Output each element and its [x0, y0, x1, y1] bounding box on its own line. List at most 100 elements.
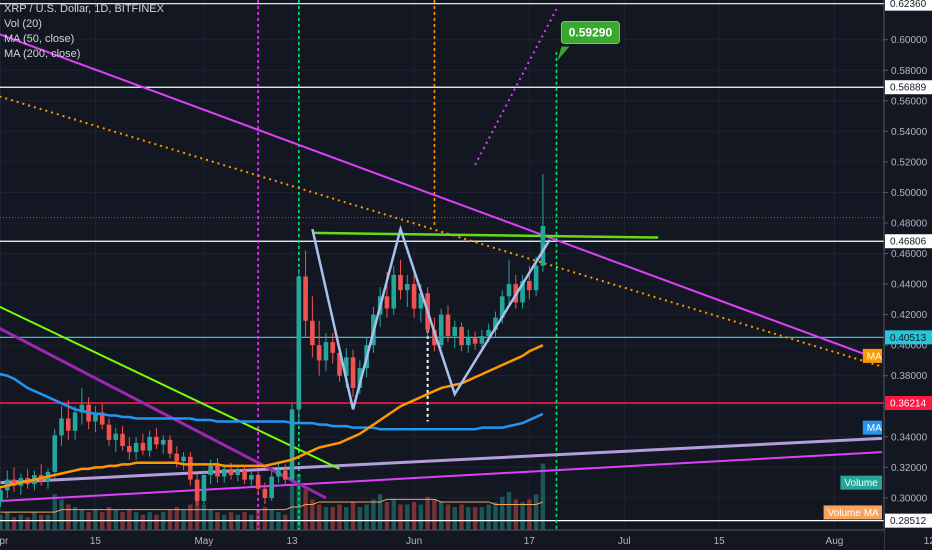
price-level-badge: [885, 80, 932, 95]
candle-body: [201, 475, 207, 501]
candle-body: [66, 418, 71, 431]
candle-body: [343, 357, 349, 376]
time-tick-label: May: [194, 536, 213, 547]
volume-bar: [330, 507, 335, 530]
candle-body: [72, 412, 78, 431]
candle-body: [208, 465, 213, 476]
volume-bar: [127, 509, 132, 530]
callout-label: 0.59290: [569, 26, 613, 40]
price-level-badge: [885, 234, 932, 249]
volume-bar: [25, 517, 30, 530]
main-resistance-trendline: [0, 33, 883, 362]
volume-bar: [113, 509, 118, 530]
candle-body: [59, 418, 64, 436]
price-tick-label: 0.42000: [891, 310, 928, 321]
double-bottom-pattern: [311, 224, 551, 410]
volume-bar: [540, 463, 546, 530]
volume-bar: [405, 504, 410, 530]
volume-bar: [425, 496, 430, 530]
price-tick-label: 0.30000: [891, 493, 928, 504]
price-level-badge: [885, 396, 932, 411]
price-axis[interactable]: 0.300000.320000.340000.360000.380000.400…: [823, 0, 932, 550]
price-level-label: 0.62360: [890, 0, 927, 10]
candle-body: [262, 488, 268, 498]
volume-bar: [262, 507, 268, 530]
orange-dotted-trendline: [0, 95, 883, 368]
price-level-badge: [885, 330, 932, 345]
volume-bar: [208, 509, 213, 530]
volume-bar: [398, 504, 403, 530]
price-tick-label: 0.54000: [891, 127, 928, 138]
candle-body: [228, 468, 234, 476]
volume-bar: [66, 504, 71, 530]
side-tag-label: MA: [867, 423, 882, 434]
time-axis-bg: [0, 530, 884, 550]
volume-bar: [296, 473, 302, 530]
volume-bar: [303, 489, 308, 530]
time-tick-label: Jun: [406, 536, 422, 547]
side-tag: [823, 505, 882, 520]
candle-body: [405, 284, 410, 291]
side-tag: [840, 475, 882, 490]
volume-bars: [0, 463, 546, 530]
candle-body: [316, 345, 322, 361]
volume-bar: [466, 507, 471, 530]
candle-body: [459, 326, 464, 346]
price-level-badge: [885, 0, 932, 11]
candle-body: [140, 442, 146, 451]
volume-bar: [439, 501, 444, 530]
volume-bar: [432, 499, 437, 530]
price-level-badge: [885, 513, 932, 528]
symbol-title[interactable]: XRP / U.S. Dollar, 1D, BITFINEX: [4, 3, 164, 15]
price-level-label: 0.56889: [890, 83, 927, 94]
volume-bar: [38, 514, 44, 530]
side-tag: [862, 420, 882, 435]
price-level-label: 0.36214: [890, 399, 927, 410]
volume-bar: [486, 504, 491, 530]
volume-bar: [533, 494, 539, 530]
candle-body: [411, 284, 417, 309]
legend-ma200[interactable]: MA (200, close): [4, 48, 81, 60]
candle-body: [221, 468, 227, 477]
candle-body: [52, 435, 58, 472]
volume-bar: [194, 499, 200, 530]
volume-bar: [316, 504, 322, 530]
price-tick-label: 0.60000: [891, 35, 928, 46]
volume-bar: [106, 507, 112, 530]
volume-bar: [520, 501, 525, 530]
candle-body: [533, 265, 539, 291]
volume-bar: [371, 499, 376, 530]
price-level-label: 0.46806: [890, 237, 927, 248]
side-tag-label: Volume: [844, 478, 878, 489]
candle-body: [154, 436, 159, 445]
volume-bar: [357, 507, 363, 530]
candle-body: [106, 424, 112, 440]
price-tick-label: 0.58000: [891, 66, 928, 77]
price-level-label: 0.28512: [890, 516, 927, 527]
drawings-front: [311, 224, 551, 410]
time-tick-label: 17: [524, 536, 536, 547]
candle-body: [499, 296, 505, 318]
legend-vol[interactable]: Vol (20): [4, 18, 42, 30]
legend-ma50[interactable]: MA (50, close): [4, 33, 75, 45]
candle-body: [167, 439, 173, 454]
candle-body: [160, 439, 166, 445]
price-tick-label: 0.40000: [891, 341, 928, 352]
candle-body: [11, 479, 17, 486]
price-callout: 0.59290: [557, 21, 620, 61]
candle-body: [323, 342, 329, 361]
candle-body: [303, 276, 308, 321]
price-level-label: 0.40513: [890, 333, 927, 344]
price-tick-label: 0.56000: [891, 96, 928, 107]
volume-bar: [201, 504, 207, 530]
candle-body: [391, 274, 397, 309]
candle-body: [479, 336, 485, 344]
candle-body: [384, 296, 390, 309]
candle-body: [99, 412, 105, 425]
candle-body: [113, 433, 119, 440]
time-axis[interactable]: Apr 15 May 13 Jun 17 Jul 15 Aug 12: [0, 529, 932, 550]
support-trendline-lavender: [0, 436, 882, 485]
price-tick-label: 0.48000: [891, 218, 928, 229]
volume-bar: [222, 514, 227, 530]
